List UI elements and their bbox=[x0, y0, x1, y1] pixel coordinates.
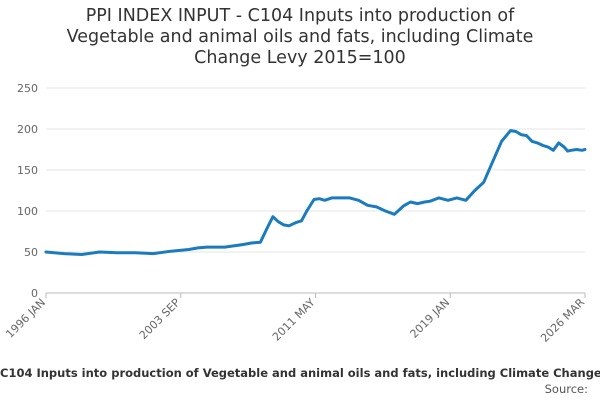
x-tick-label: 2003 SEP bbox=[137, 296, 183, 342]
y-tick-label: 250 bbox=[17, 82, 38, 95]
y-tick-label: 200 bbox=[17, 123, 38, 136]
chart-title-line-1: PPI INDEX INPUT - C104 Inputs into produ… bbox=[85, 6, 515, 26]
series-layer bbox=[44, 129, 587, 256]
y-tick-label: 100 bbox=[17, 205, 38, 218]
grid-layer bbox=[46, 87, 585, 294]
y-tick-label: 50 bbox=[24, 246, 38, 259]
y-tick-label: 0 bbox=[31, 287, 38, 300]
chart-title-line-3: Change Levy 2015=100 bbox=[194, 48, 406, 68]
y-tick-label: 150 bbox=[17, 164, 38, 177]
legend-caption: C104 Inputs into production of Vegetable… bbox=[0, 366, 600, 380]
x-tick-label: 1996 JAN bbox=[3, 296, 48, 341]
source-label: Source: bbox=[544, 382, 588, 396]
series-line bbox=[44, 129, 587, 256]
chart-title-line-2: Vegetable and animal oils and fats, incl… bbox=[66, 27, 534, 47]
axis-layer: 0 50 100 150 200 250 1996 JAN 2003 SEP 2011 MAY 2… bbox=[3, 82, 587, 345]
x-tick-label: 2011 MAY bbox=[270, 296, 318, 344]
chart-title: PPI INDEX INPUT - C104 Inputs into produ… bbox=[40, 6, 560, 69]
x-tick-label: 2026 MAR bbox=[538, 296, 587, 345]
x-tick-label: 2019 JAN bbox=[408, 296, 453, 341]
